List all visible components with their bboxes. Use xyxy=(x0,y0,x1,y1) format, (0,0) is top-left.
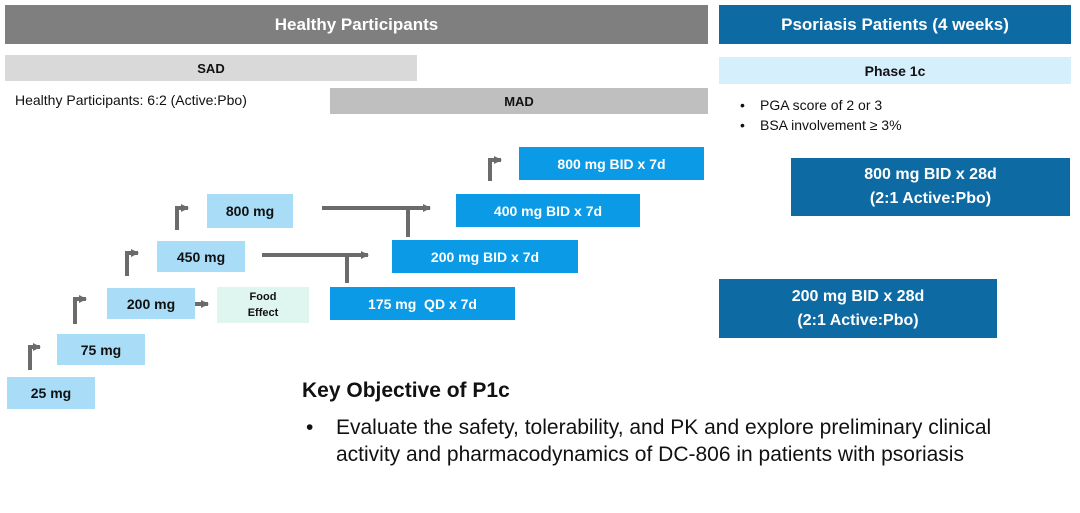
mad-dose-800mg-bid: 800 mg BID x 7d xyxy=(519,147,704,180)
sad-dose-800mg-label: 800 mg xyxy=(225,203,275,219)
sad-label: SAD xyxy=(197,60,225,76)
key-objective-title: Key Objective of P1c xyxy=(302,379,510,402)
healthy-participants-header: Healthy Participants xyxy=(5,5,708,44)
criteria-item-pga: PGA score of 2 or 3 xyxy=(738,95,1058,115)
sad-dose-200mg: 200 mg xyxy=(107,288,195,319)
sad-dose-75mg-label: 75 mg xyxy=(80,341,122,358)
criteria-item-bsa: BSA involvement ≥ 3% xyxy=(738,115,1058,135)
patient-cohort-800mg-line2: (2:1 Active:Pbo) xyxy=(869,190,992,207)
mad-dose-175mg-qd: 175 mg QD x 7d xyxy=(330,287,515,320)
patient-cohort-200mg: 200 mg BID x 28d (2:1 Active:Pbo) xyxy=(719,279,997,338)
mad-dose-400mg-bid: 400 mg BID x 7d xyxy=(456,194,640,227)
mad-dose-800mg-bid-label: 800 mg BID x 7d xyxy=(557,155,666,172)
sad-dose-25mg-label: 25 mg xyxy=(30,385,72,401)
key-objective-bullet: Evaluate the safety, tolerability, and P… xyxy=(302,414,1042,468)
sad-dose-25mg: 25 mg xyxy=(7,377,95,409)
patient-cohort-200mg-line1: 200 mg BID x 28d xyxy=(791,287,925,305)
sad-dose-75mg: 75 mg xyxy=(57,334,145,365)
sad-dose-450mg-label: 450 mg xyxy=(176,248,226,265)
psoriasis-patients-header: Psoriasis Patients (4 weeks) xyxy=(719,5,1071,44)
sad-bar: SAD xyxy=(5,55,417,81)
mad-dose-400mg-bid-label: 400 mg BID x 7d xyxy=(493,202,603,219)
healthy-ratio-text: Healthy Participants: 6:2 (Active:Pbo) xyxy=(15,92,247,108)
sad-dose-200mg-label: 200 mg xyxy=(126,295,176,312)
phase-1c-bar: Phase 1c xyxy=(719,57,1071,84)
key-objective-list: Evaluate the safety, tolerability, and P… xyxy=(302,414,1042,468)
patient-cohort-800mg: 800 mg BID x 28d (2:1 Active:Pbo) xyxy=(791,158,1070,216)
patient-cohort-200mg-line2: (2:1 Active:Pbo) xyxy=(797,311,919,329)
mad-dose-200mg-bid-label: 200 mg BID x 7d xyxy=(430,248,540,265)
food-effect-line2: Effect xyxy=(247,307,279,319)
food-effect-line1: Food xyxy=(249,291,277,303)
mad-bar: MAD xyxy=(330,88,708,114)
psoriasis-patients-title: Psoriasis Patients (4 weeks) xyxy=(781,14,1009,34)
mad-label: MAD xyxy=(504,93,534,109)
sad-dose-800mg: 800 mg xyxy=(207,194,293,228)
inclusion-criteria-list: PGA score of 2 or 3 BSA involvement ≥ 3% xyxy=(738,95,1058,135)
patient-cohort-800mg-line1: 800 mg BID x 28d xyxy=(864,166,997,183)
mad-dose-175mg-qd-label: 175 mg QD x 7d xyxy=(368,295,477,312)
mad-dose-200mg-bid: 200 mg BID x 7d xyxy=(392,240,578,273)
food-effect-box: Food Effect xyxy=(217,287,309,323)
sad-dose-450mg: 450 mg xyxy=(157,241,245,272)
healthy-participants-title: Healthy Participants xyxy=(274,14,439,34)
phase-1c-label: Phase 1c xyxy=(864,62,926,79)
